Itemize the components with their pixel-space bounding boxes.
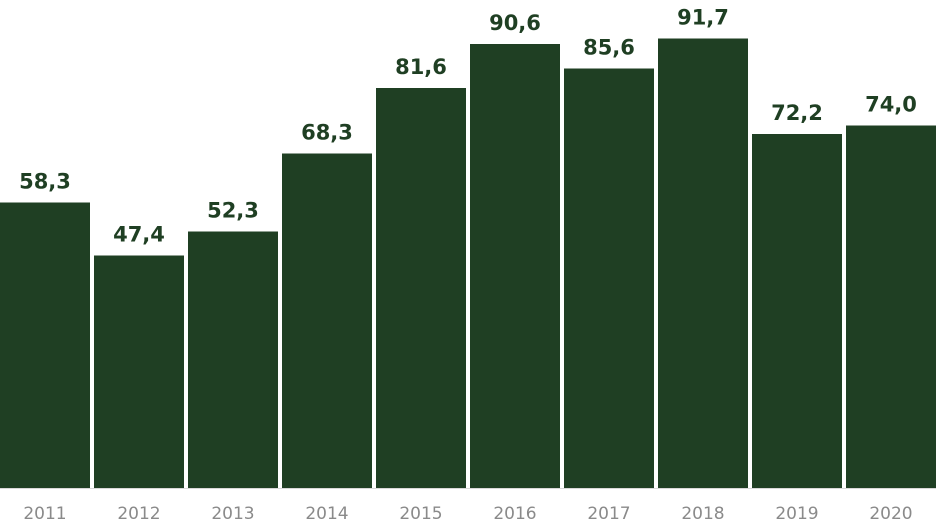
bar-2012	[94, 255, 184, 488]
bar-2016	[470, 44, 560, 489]
x-tick-label-2019: 2019	[775, 504, 818, 522]
data-label-2018: 91,7	[677, 6, 729, 30]
data-label-2019: 72,2	[771, 101, 823, 125]
data-label-2013: 52,3	[207, 199, 259, 223]
bars-group	[0, 38, 936, 489]
data-label-2014: 68,3	[301, 120, 353, 144]
bar-2018	[658, 38, 748, 489]
x-tick-labels-group: 2011 2012 2013 2014 2015 2016 2017 2018 2019 2020	[23, 504, 912, 522]
bar-2011	[0, 202, 90, 488]
data-label-2020: 74,0	[865, 92, 917, 116]
x-tick-label-2018: 2018	[681, 504, 724, 522]
x-tick-label-2020: 2020	[869, 504, 912, 522]
data-label-2012: 47,4	[113, 223, 165, 247]
bar-2015	[376, 88, 466, 488]
x-tick-label-2014: 2014	[305, 504, 348, 522]
bar-2014	[282, 153, 372, 488]
x-tick-label-2011: 2011	[23, 504, 66, 522]
bar-2019	[752, 134, 842, 488]
data-label-2011: 58,3	[19, 169, 71, 193]
data-label-2015: 81,6	[395, 55, 447, 79]
x-tick-label-2016: 2016	[493, 504, 536, 522]
data-label-2017: 85,6	[583, 36, 635, 60]
data-labels-group: 58,3 47,4 52,3 68,3 81,6 90,6 85,6 91,7 72,2 74,0	[19, 6, 917, 247]
x-tick-label-2017: 2017	[587, 504, 630, 522]
x-tick-label-2015: 2015	[399, 504, 442, 522]
bar-2017	[564, 68, 654, 488]
bar-2013	[188, 231, 278, 489]
bar-2020	[846, 125, 936, 489]
data-label-2016: 90,6	[489, 11, 541, 35]
x-tick-label-2012: 2012	[117, 504, 160, 522]
x-tick-label-2013: 2013	[211, 504, 254, 522]
